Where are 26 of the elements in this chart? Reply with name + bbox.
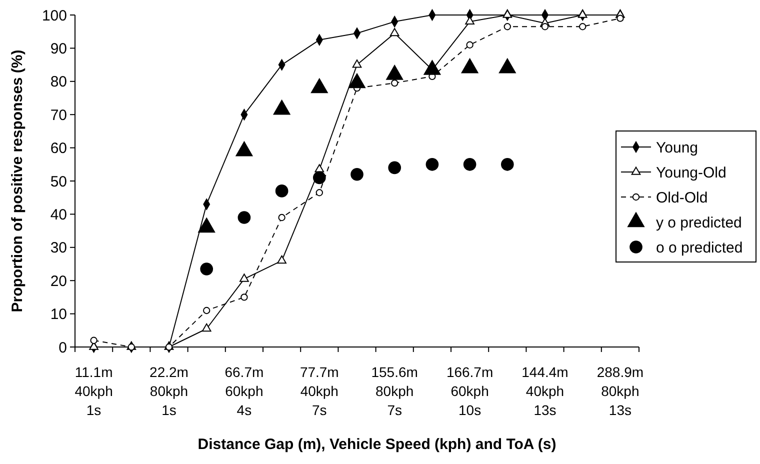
x-axis-title: Distance Gap (m), Vehicle Speed (kph) and ToA (s) — [198, 436, 556, 453]
y-tick-label: 30 — [50, 240, 67, 257]
legend-label: Young-Old — [656, 164, 726, 182]
x-tick-label: 77.7m 40kph 7s — [300, 364, 339, 418]
legend-label: Young — [656, 139, 698, 156]
x-tick-label: 166.7m 60kph 10s — [446, 364, 494, 418]
x-tick-label: 11.1m 40kph 1s — [74, 364, 113, 418]
y-tick-label: 40 — [50, 206, 67, 224]
y-tick-label: 90 — [50, 40, 67, 58]
y-tick-label: 20 — [50, 272, 67, 290]
x-tick-label: 144.4m 40kph 13s — [522, 364, 568, 418]
x-tick-label: 66.7m 60kph 4s — [224, 364, 264, 418]
legend-label: Old-Old — [656, 189, 708, 206]
x-tick-label: 22.2m 80kph 1s — [150, 364, 188, 418]
y-tick-label: 10 — [50, 306, 67, 324]
y-tick-label: 0 — [58, 339, 67, 356]
y-tick-label: 100 — [42, 7, 67, 24]
legend-label: y o predicted — [656, 214, 742, 232]
y-tick-label: 70 — [50, 106, 67, 124]
y-tick-label: 60 — [50, 140, 67, 158]
y-axis-title: Proportion of positive responses (%) — [9, 50, 26, 312]
y-tick-label: 50 — [50, 173, 67, 190]
x-tick-label: 155.6m 80kph 7s — [371, 364, 418, 418]
y-tick-label: 80 — [50, 74, 67, 91]
legend-label: o o predicted — [656, 239, 743, 256]
x-tick-label: 288.9m 80kph 13s — [596, 364, 644, 418]
